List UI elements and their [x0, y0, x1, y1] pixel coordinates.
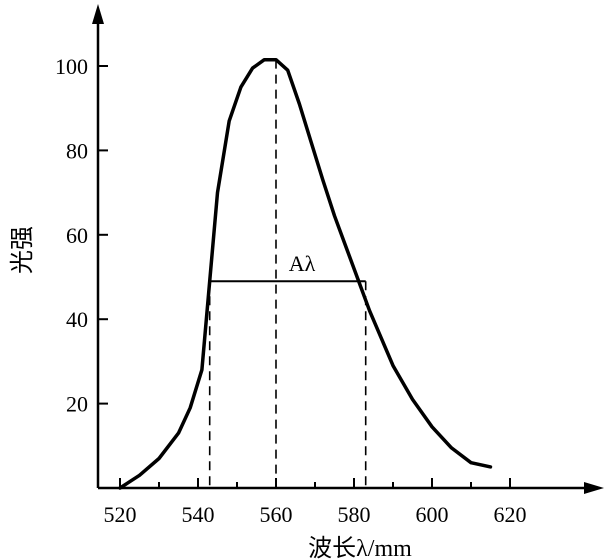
x-tick-label: 540 [182, 502, 215, 527]
x-tick-label: 620 [494, 502, 527, 527]
y-axis-arrow [92, 4, 104, 24]
x-tick-label: 520 [104, 502, 137, 527]
y-tick-label: 20 [66, 392, 88, 417]
intensity-curve [118, 57, 493, 490]
width-label: Aλ [289, 251, 316, 276]
x-axis-arrow [584, 482, 604, 494]
ticks: 520 540 560 580 600 620 20 40 60 80 100 [55, 54, 527, 527]
y-tick-label: 60 [66, 223, 88, 248]
y-axis-title: 光强 [9, 226, 36, 274]
guide-lines [208, 59, 367, 488]
y-tick-label: 40 [66, 307, 88, 332]
x-tick-label: 600 [416, 502, 449, 527]
y-tick-label: 100 [55, 54, 88, 79]
x-axis-title: 波长λ/mm [308, 535, 412, 560]
y-tick-label: 80 [66, 138, 88, 163]
x-tick-label: 560 [260, 502, 293, 527]
y-axis [92, 4, 104, 488]
x-tick-label: 580 [338, 502, 371, 527]
x-axis [98, 482, 604, 494]
